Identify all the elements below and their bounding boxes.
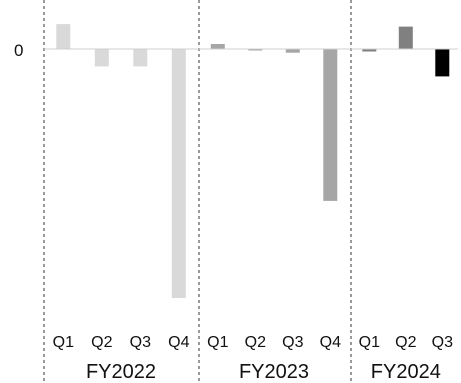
x-tick-label: Q3 bbox=[130, 334, 151, 351]
bar-fy2023-q1 bbox=[210, 44, 225, 49]
bar-fy2023-q2 bbox=[248, 49, 263, 51]
bar-fy2023-q3 bbox=[285, 49, 300, 53]
x-tick-label: Q3 bbox=[432, 334, 453, 351]
x-tick-label: Q1 bbox=[359, 334, 380, 351]
y-tick-label-0: 0 bbox=[14, 41, 23, 60]
group-labels: FY2022 FY2023 FY2024 bbox=[86, 361, 441, 383]
x-tick-label: Q1 bbox=[53, 334, 74, 351]
x-tick-labels: Q1 Q2 Q3 Q4 Q1 Q2 Q3 Q4 Q1 Q2 Q3 bbox=[53, 334, 453, 351]
group-label: FY2023 bbox=[239, 361, 309, 383]
bar-fy2022-q4 bbox=[171, 49, 186, 298]
bar-fy2022-q2 bbox=[94, 49, 109, 67]
x-tick-label: Q1 bbox=[207, 334, 228, 351]
x-tick-label: Q2 bbox=[395, 334, 416, 351]
bar-fy2023-q4 bbox=[323, 49, 338, 201]
x-tick-label: Q2 bbox=[91, 334, 112, 351]
bar-fy2024-q2 bbox=[398, 26, 413, 49]
axis-layer: 0 bbox=[14, 41, 458, 60]
bar-fy2024-q3 bbox=[435, 49, 450, 77]
bars-layer bbox=[56, 24, 450, 298]
group-label: FY2022 bbox=[86, 361, 156, 383]
x-tick-label: Q4 bbox=[320, 334, 341, 351]
bar-fy2022-q1 bbox=[56, 24, 71, 49]
group-label: FY2024 bbox=[371, 361, 441, 383]
bar-fy2022-q3 bbox=[133, 49, 148, 67]
x-tick-label: Q4 bbox=[168, 334, 189, 351]
x-tick-label: Q3 bbox=[282, 334, 303, 351]
group-separators bbox=[43, 0, 352, 383]
x-tick-label: Q2 bbox=[245, 334, 266, 351]
bar-fy2024-q1 bbox=[362, 49, 377, 52]
